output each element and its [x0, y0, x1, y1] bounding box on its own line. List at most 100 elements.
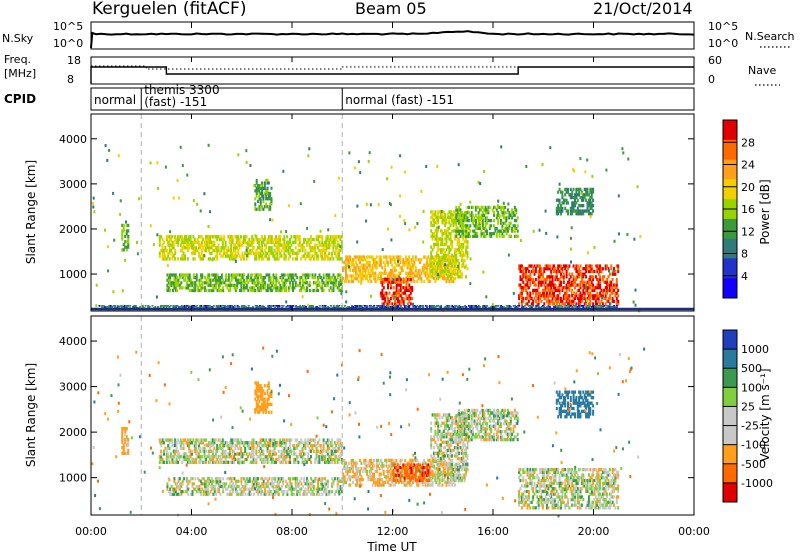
- power-cell: [406, 296, 409, 301]
- velocity-cell: [294, 446, 297, 451]
- velocity-cell: [198, 452, 200, 456]
- power-cell: [456, 215, 459, 219]
- power-cell: [281, 305, 284, 307]
- velocity-cell: [335, 455, 338, 459]
- power-cell: [179, 248, 182, 253]
- power-cell: [467, 234, 470, 238]
- power-cell: [189, 237, 192, 242]
- power-cell: [167, 251, 170, 255]
- power-cell: [430, 306, 433, 308]
- power-cell: [522, 306, 525, 308]
- power-cell: [247, 276, 250, 280]
- power-cell: [181, 273, 184, 277]
- power-cell: [458, 208, 461, 212]
- cpid-segment-label: (fast) -151: [144, 95, 207, 109]
- power-cell: [269, 191, 272, 196]
- velocity-cell: [314, 443, 317, 448]
- power-cell: [336, 286, 339, 290]
- power-cell: [212, 243, 214, 247]
- power-cell: [189, 240, 192, 244]
- velocity-cell: [270, 455, 273, 459]
- power-cell: [481, 205, 484, 209]
- power-cell-speck: [444, 263, 447, 267]
- power-cell: [177, 257, 179, 261]
- power-cell: [398, 279, 401, 283]
- power-cell: [550, 288, 553, 293]
- power-cell: [245, 286, 248, 290]
- velocity-cell: [195, 449, 198, 453]
- velocity-cell: [328, 455, 331, 459]
- velocity-cell: [333, 455, 336, 459]
- power-cell: [576, 198, 579, 202]
- velocity-cell: [207, 452, 210, 456]
- power-cell: [550, 280, 553, 284]
- power-cell: [543, 269, 546, 274]
- power-cell: [329, 257, 332, 261]
- power-cell: [191, 240, 193, 244]
- power-cell: [384, 299, 387, 303]
- velocity-cell: [284, 449, 287, 453]
- power-cell: [252, 288, 255, 293]
- power-cell-speck: [397, 259, 399, 263]
- power-cell: [238, 254, 241, 258]
- power-cell: [356, 306, 359, 308]
- velocity-cell: [203, 452, 206, 456]
- power-cell: [455, 261, 458, 265]
- power-cell-speck: [252, 246, 255, 250]
- power-cell: [555, 209, 558, 213]
- power-cell: [526, 296, 529, 301]
- power-cell: [526, 294, 529, 298]
- velocity-cell: [191, 441, 193, 445]
- power-cell: [589, 201, 592, 205]
- power-cell: [564, 193, 567, 197]
- power-cell: [352, 274, 354, 278]
- velocity-cell: [300, 449, 303, 453]
- power-cell: [297, 237, 300, 242]
- power-cell: [617, 299, 620, 303]
- power-cell: [338, 288, 341, 293]
- power-cell: [470, 211, 473, 215]
- power-cell: [242, 305, 245, 307]
- power-cell: [435, 215, 438, 219]
- velocity-cell: [289, 438, 291, 442]
- velocity-cell: [311, 446, 314, 451]
- power-cell: [435, 242, 438, 247]
- velocity-cell: [261, 443, 263, 448]
- power-cell-speck: [368, 151, 371, 155]
- power-cell: [266, 288, 269, 293]
- power-cell: [332, 273, 335, 277]
- power-cell: [557, 190, 560, 194]
- velocity-cell: [166, 484, 169, 489]
- velocity-cell: [242, 441, 245, 445]
- power-cell: [282, 246, 284, 250]
- power-cell: [501, 234, 504, 238]
- power-cell: [604, 296, 607, 301]
- power-cell: [170, 273, 173, 277]
- power-cell: [548, 288, 551, 293]
- power-cell: [599, 286, 602, 290]
- power-cell: [537, 286, 540, 290]
- power-cell: [406, 266, 409, 270]
- power-cell: [526, 277, 529, 282]
- velocity-cell: [237, 452, 240, 456]
- velocity-cell: [240, 446, 242, 451]
- power-cell: [482, 306, 484, 308]
- power-cell: [456, 242, 459, 247]
- power-cell: [280, 288, 283, 293]
- power-cell: [463, 305, 466, 307]
- power-cell: [473, 234, 476, 238]
- power-cell: [364, 305, 367, 307]
- power-cell: [359, 260, 361, 265]
- velocity-cell: [179, 443, 182, 448]
- power-cell: [430, 245, 433, 249]
- velocity-cell: [179, 455, 182, 459]
- power-cell: [453, 261, 456, 265]
- power-cell: [406, 277, 409, 282]
- power-cell: [452, 277, 455, 281]
- velocity-cell: [199, 441, 202, 445]
- power-cell: [310, 306, 313, 308]
- power-cell: [124, 234, 127, 238]
- power-cell: [569, 275, 572, 279]
- power-cell: [575, 195, 578, 200]
- velocity-cell: [245, 441, 248, 445]
